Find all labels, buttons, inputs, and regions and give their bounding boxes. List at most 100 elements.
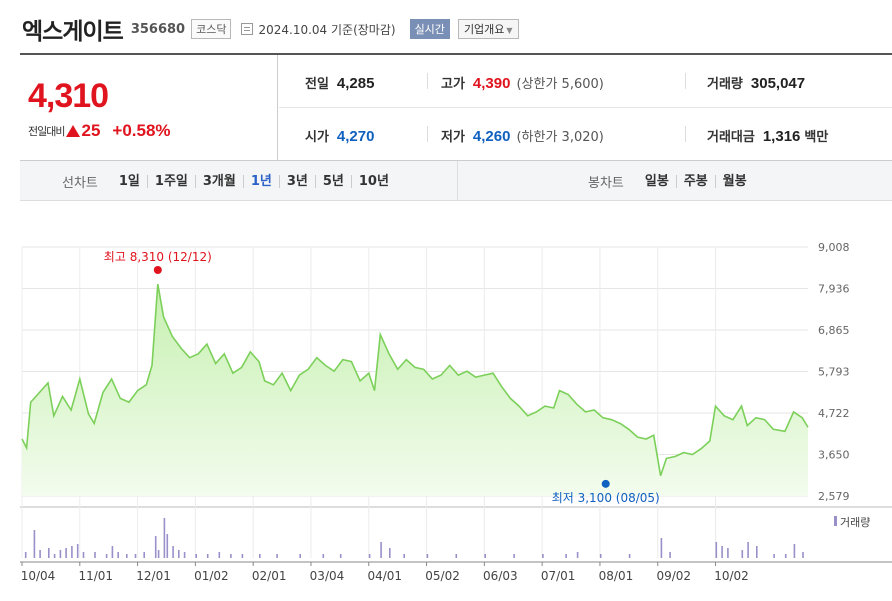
stat-volume-value: 305,047 <box>750 75 806 92</box>
volume-bar <box>276 554 278 558</box>
stat-prev: 전일 4,285 <box>305 73 374 92</box>
tab-monthly[interactable]: 월봉 <box>722 173 747 189</box>
volume-bars <box>24 518 804 558</box>
stock-code: 356680 <box>130 21 186 37</box>
x-tick-label: 11/01 <box>78 569 113 583</box>
x-tick-label: 04/01 <box>367 569 402 583</box>
volume-bar <box>628 554 631 558</box>
y-tick-label: 4,722 <box>818 407 850 420</box>
chevron-down-icon: ▼ <box>506 26 513 35</box>
volume-bar <box>166 534 169 558</box>
corp-info-dropdown[interactable]: 기업개요 ▼ <box>457 19 519 39</box>
stat-amount: 거래대금 1,316 백만 <box>707 126 828 145</box>
max-marker <box>153 266 162 274</box>
volume-bar <box>784 554 787 558</box>
volume-bar <box>183 552 186 558</box>
divider <box>427 126 428 142</box>
chart-tabs: 선차트 1일 1주일 3개월 1년 3년 5년 10년 봉차트 일봉 주봉 월봉 <box>20 161 892 201</box>
x-tick-label: 10/02 <box>714 569 749 583</box>
volume-bar <box>143 552 145 558</box>
tab-daily[interactable]: 일봉 <box>638 174 677 188</box>
stats-row-2: 시가 4,270 저가 4,260 (하한가 3,020) 거래대금 1,316… <box>279 108 892 161</box>
tab-5y[interactable]: 5년 <box>316 174 352 188</box>
volume-bar <box>53 554 56 558</box>
volume-bar <box>339 554 342 558</box>
y-tick-label: 3,650 <box>818 449 850 462</box>
price-chart: 9,008 7,936 6,865 5,793 4,722 3,650 2,579 10/04… <box>0 200 892 601</box>
volume-bar <box>82 552 85 558</box>
stat-open-label: 시가 <box>305 130 329 145</box>
base-date: 2024.10.04 기준(장마감) <box>258 22 396 37</box>
market-badge: 코스닥 <box>191 19 232 39</box>
min-annotation: 최저 3,100 (08/05) <box>552 491 660 505</box>
volume-bar <box>230 554 232 558</box>
volume-bar <box>163 518 166 558</box>
tab-1y[interactable]: 1년 <box>244 174 280 188</box>
price-area-fill <box>22 284 808 496</box>
volume-bar <box>793 544 796 558</box>
tab-3y[interactable]: 3년 <box>280 174 316 188</box>
volume-bar <box>218 552 221 558</box>
volume-bar <box>241 554 244 558</box>
volume-bar <box>455 554 458 558</box>
stat-low-value: 4,260 <box>472 128 511 145</box>
volume-bar <box>24 552 27 558</box>
divider <box>685 73 686 89</box>
current-price: 4,310 <box>28 77 109 115</box>
tab-1d[interactable]: 1일 <box>112 174 148 188</box>
volume-bar <box>599 554 602 558</box>
x-tick-label: 03/04 <box>310 569 345 583</box>
calendar-icon <box>241 23 254 35</box>
chart-labels: 9,008 7,936 6,865 5,793 4,722 3,650 2,579 10/04… <box>21 241 871 583</box>
stat-open: 시가 4,270 <box>305 126 374 145</box>
volume-bar <box>117 552 119 558</box>
stat-prev-value: 4,285 <box>336 75 375 92</box>
x-tick-label: 06/03 <box>483 569 518 583</box>
volume-bar <box>111 546 114 558</box>
volume-bar <box>403 554 405 558</box>
x-tick-label: 07/01 <box>541 569 576 583</box>
x-tick-label: 05/02 <box>425 569 460 583</box>
volume-bar <box>48 548 50 558</box>
stat-low-label: 저가 <box>441 130 465 145</box>
volume-bar <box>426 554 429 558</box>
divider <box>457 161 458 201</box>
y-tick-label: 7,936 <box>818 283 850 296</box>
volume-bar <box>727 548 729 558</box>
volume-bar <box>721 546 723 558</box>
tab-1w[interactable]: 1주일 <box>148 174 196 188</box>
stat-amount-label: 거래대금 <box>707 130 755 145</box>
stat-lower-limit: (하한가 3,020) <box>516 130 604 145</box>
price-summary: 4,310 전일대비 25 +0.58% 전일 4,285 고가 4,390 (… <box>20 53 892 161</box>
stats-row-1: 전일 4,285 고가 4,390 (상한가 5,600) 거래량 305,04… <box>279 55 892 108</box>
x-tick-label: 12/01 <box>136 569 171 583</box>
stat-upper-limit: (상한가 5,600) <box>516 77 604 92</box>
volume-bar <box>747 542 749 558</box>
volume-bar <box>71 546 73 558</box>
realtime-button[interactable]: 실시간 <box>409 19 450 39</box>
y-tick-label: 9,008 <box>818 241 850 254</box>
volume-bar <box>94 552 96 558</box>
tab-10y[interactable]: 10년 <box>358 173 389 189</box>
stat-volume: 거래량 305,047 <box>707 73 805 92</box>
change-label: 전일대비 <box>28 125 65 138</box>
change-value: 25 <box>81 121 101 140</box>
stock-name: 엑스게이트 <box>22 19 124 45</box>
tab-3m[interactable]: 3개월 <box>196 174 244 188</box>
volume-bar <box>389 548 391 558</box>
volume-legend-label: 거래량 <box>840 516 870 529</box>
volume-bar <box>154 536 157 558</box>
stock-header: 엑스게이트 356680 코스닥 2024.10.04 기준(장마감) 실시간 … <box>22 14 519 45</box>
tab-weekly[interactable]: 주봉 <box>677 174 716 188</box>
x-tick-label: 08/01 <box>599 569 634 583</box>
line-chart-tabs: 선차트 1일 1주일 3개월 1년 3년 5년 10년 <box>62 161 396 201</box>
stat-high-value: 4,390 <box>472 75 511 92</box>
volume-bar <box>157 550 160 558</box>
x-tick-label: 10/04 <box>21 569 56 583</box>
up-triangle-icon <box>66 125 81 137</box>
volume-bar <box>756 546 758 558</box>
volume-legend-swatch <box>834 516 837 526</box>
volume-bar <box>105 554 108 558</box>
stat-low: 저가 4,260 (하한가 3,020) <box>441 126 604 145</box>
price-line <box>21 283 809 477</box>
